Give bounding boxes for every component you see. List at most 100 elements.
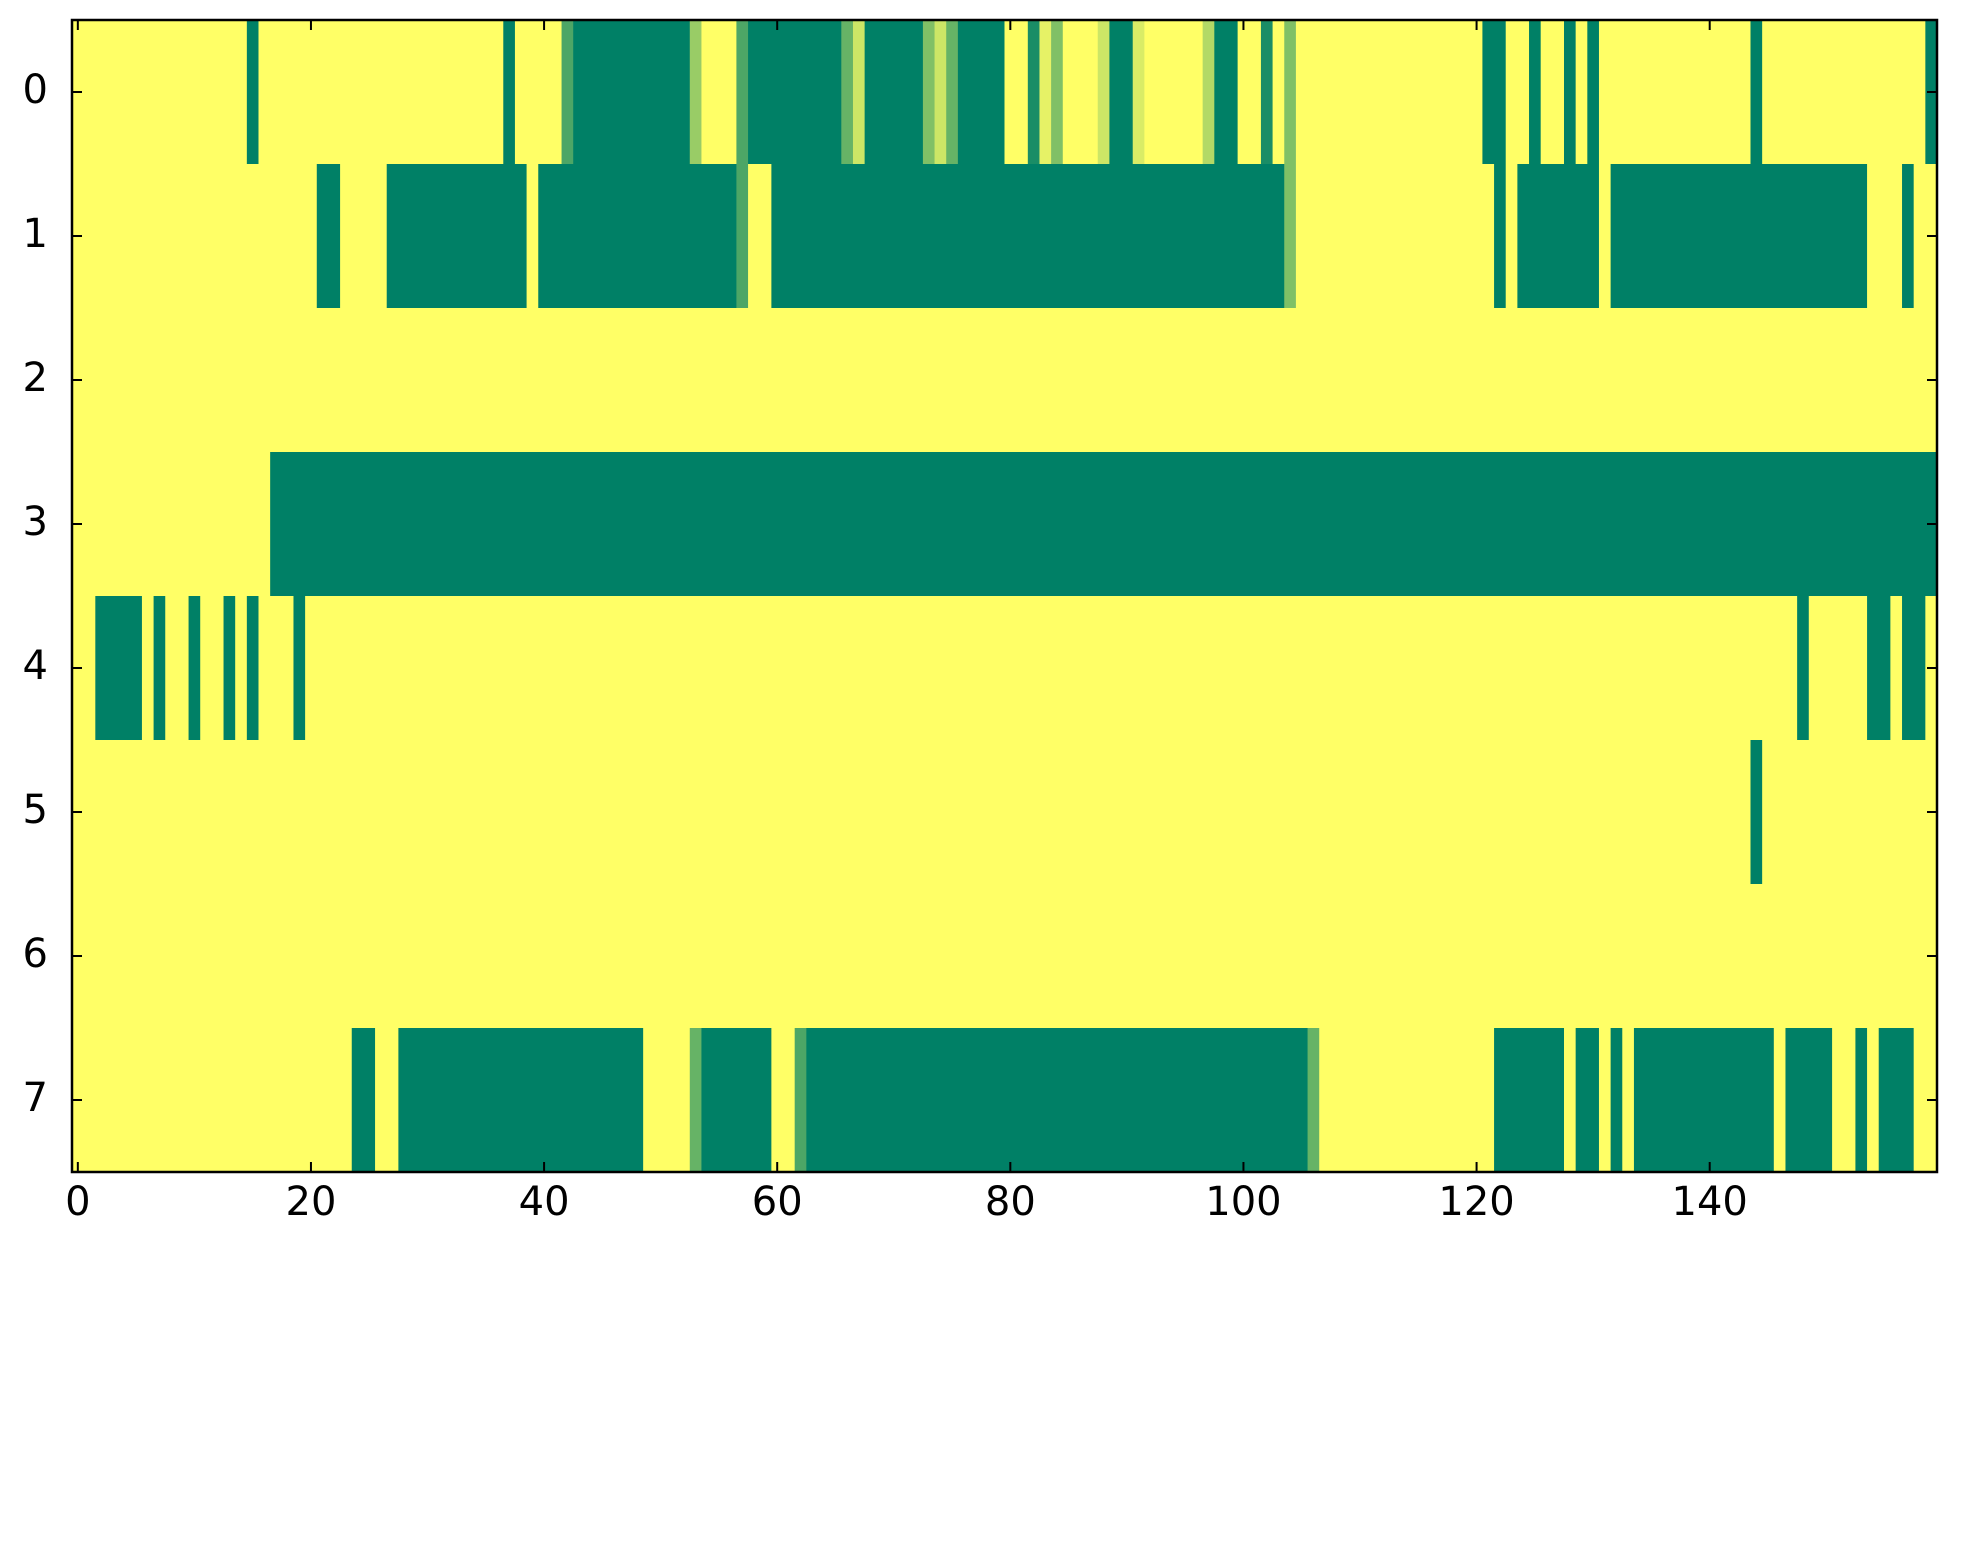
heatmap-cell xyxy=(1552,1028,1565,1173)
heatmap-cell xyxy=(1156,164,1169,309)
heatmap-cell xyxy=(1470,308,1484,453)
heatmap-cell xyxy=(491,740,504,885)
heatmap-cell xyxy=(1272,596,1285,741)
heatmap-cell xyxy=(934,452,947,597)
heatmap-cell xyxy=(596,164,609,309)
heatmap-cell xyxy=(281,308,295,453)
heatmap-cell xyxy=(270,20,283,165)
heatmap-cell xyxy=(118,740,131,885)
heatmap-cell xyxy=(1878,740,1891,885)
heatmap-cell xyxy=(351,308,365,453)
heatmap-cell xyxy=(421,452,434,597)
heatmap-cell xyxy=(1878,308,1891,453)
heatmap-cell xyxy=(864,452,877,597)
heatmap-cell xyxy=(1692,1028,1705,1173)
heatmap-cell xyxy=(1272,20,1285,165)
heatmap-cell xyxy=(421,740,434,885)
heatmap-cell xyxy=(1109,596,1122,741)
heatmap-cell xyxy=(1016,884,1029,1029)
heatmap-cell xyxy=(363,740,376,885)
heatmap-cell xyxy=(1389,452,1402,597)
heatmap-cell xyxy=(1587,452,1600,597)
heatmap-cell xyxy=(1249,1028,1262,1173)
heatmap-cell xyxy=(1820,1028,1833,1173)
heatmap-cell xyxy=(1249,884,1262,1029)
heatmap-cell xyxy=(1564,308,1577,453)
heatmap-cell xyxy=(1680,596,1693,741)
heatmap-cell xyxy=(1365,20,1379,165)
heatmap-cell xyxy=(83,164,96,309)
heatmap-cell xyxy=(468,20,481,165)
heatmap-cell xyxy=(1482,20,1495,165)
heatmap-cell xyxy=(1494,596,1507,741)
heatmap-cell xyxy=(1680,164,1693,309)
heatmap-cell xyxy=(678,308,691,453)
y-tick-label: 7 xyxy=(23,1075,48,1121)
heatmap-cell xyxy=(1156,884,1169,1029)
heatmap-cell xyxy=(1121,740,1134,885)
heatmap-cell xyxy=(1295,596,1309,741)
heatmap-cell xyxy=(549,164,563,309)
heatmap-cell xyxy=(1062,164,1076,309)
heatmap-cell xyxy=(783,1028,796,1173)
heatmap-cell xyxy=(1214,452,1227,597)
heatmap-cell xyxy=(1808,740,1822,885)
heatmap-cell xyxy=(573,308,586,453)
heatmap-cell xyxy=(1773,740,1787,885)
heatmap-cell xyxy=(841,740,854,885)
heatmap-cell xyxy=(1645,20,1658,165)
heatmap-cell xyxy=(608,20,621,165)
heatmap-cell xyxy=(316,164,330,309)
heatmap-cell xyxy=(1144,20,1157,165)
heatmap-cell xyxy=(573,740,586,885)
heatmap-cell xyxy=(1319,452,1332,597)
heatmap-cell xyxy=(1633,1028,1647,1173)
heatmap-cell xyxy=(899,1028,912,1173)
heatmap-cell xyxy=(468,164,481,309)
heatmap-cell xyxy=(1494,452,1507,597)
heatmap-cell xyxy=(270,164,283,309)
heatmap-cell xyxy=(83,596,96,741)
heatmap-cell xyxy=(1575,740,1588,885)
heatmap-cell xyxy=(1144,164,1157,309)
heatmap-cell xyxy=(176,1028,190,1173)
heatmap-cell xyxy=(130,452,143,597)
heatmap-cell xyxy=(957,740,971,885)
heatmap-cell xyxy=(363,596,376,741)
heatmap-cell xyxy=(1727,884,1740,1029)
heatmap-cell xyxy=(584,164,598,309)
heatmap-cell xyxy=(153,20,166,165)
heatmap-cell xyxy=(1039,1028,1052,1173)
heatmap-cell xyxy=(1552,596,1565,741)
heatmap-cell xyxy=(876,884,889,1029)
heatmap-cell xyxy=(981,308,994,453)
heatmap-cell xyxy=(1820,596,1833,741)
heatmap-cell xyxy=(235,164,248,309)
heatmap-cell xyxy=(1179,740,1192,885)
heatmap-cell xyxy=(946,308,959,453)
heatmap-cell xyxy=(1890,740,1903,885)
heatmap-cell xyxy=(141,164,155,309)
heatmap-cell xyxy=(876,20,889,165)
heatmap-cell xyxy=(1330,20,1344,165)
heatmap-cell xyxy=(934,164,947,309)
heatmap-cell xyxy=(1435,164,1449,309)
heatmap-cell xyxy=(1494,308,1507,453)
heatmap-cell xyxy=(1342,596,1355,741)
heatmap-cell xyxy=(363,884,376,1029)
heatmap-cell xyxy=(1913,1028,1926,1173)
heatmap-cell xyxy=(1260,884,1274,1029)
heatmap-cell xyxy=(1470,20,1484,165)
heatmap-cell xyxy=(549,596,563,741)
heatmap-cell xyxy=(1132,884,1145,1029)
heatmap-cell xyxy=(1272,884,1285,1029)
heatmap-cell xyxy=(678,452,691,597)
heatmap-cell xyxy=(223,596,236,741)
heatmap-cell xyxy=(1820,308,1833,453)
heatmap-cell xyxy=(456,452,469,597)
heatmap-cell xyxy=(1039,740,1052,885)
heatmap-cell xyxy=(1622,452,1635,597)
heatmap-cell xyxy=(503,740,516,885)
heatmap-cell xyxy=(1832,452,1845,597)
